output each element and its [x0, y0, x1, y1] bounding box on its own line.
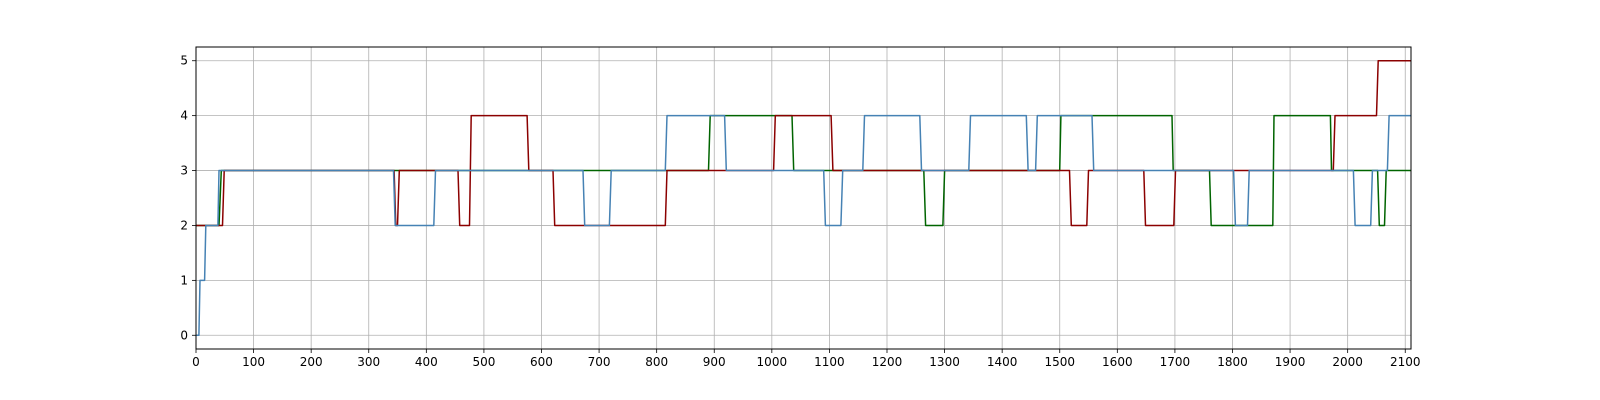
y-tick-label: 1 — [180, 273, 188, 287]
x-tick-label: 300 — [357, 355, 380, 369]
axes-frame — [195, 46, 1412, 350]
x-tick-label: 1500 — [1044, 355, 1075, 369]
y-tick-label: 3 — [180, 164, 188, 178]
x-tick-label: 1800 — [1217, 355, 1248, 369]
x-tick-label: 1000 — [757, 355, 788, 369]
x-tick-label: 1200 — [872, 355, 903, 369]
x-tick-label: 400 — [415, 355, 438, 369]
x-tick-label: 2000 — [1332, 355, 1363, 369]
series-group — [196, 59, 1411, 337]
x-axis-ticks: 0 100 200 300 400 500 600 700 800 900 1000 1100 1200… — [192, 349, 1421, 369]
x-tick-label: 900 — [703, 355, 726, 369]
y-tick-label: 2 — [180, 218, 188, 232]
series-line-3 — [196, 114, 1411, 337]
x-tick-label: 200 — [300, 355, 323, 369]
y-tick-label: 0 — [180, 328, 188, 342]
x-tick-label: 2100 — [1390, 355, 1421, 369]
x-tick-label: 500 — [472, 355, 495, 369]
y-axis-ticks: 0 1 2 3 4 5 — [180, 54, 196, 342]
x-tick-label: 700 — [588, 355, 611, 369]
x-tick-label: 1300 — [929, 355, 960, 369]
x-tick-label: 600 — [530, 355, 553, 369]
plot-frame — [195, 46, 1412, 350]
x-tick-label: 0 — [192, 355, 200, 369]
y-tick-label: 4 — [180, 109, 188, 123]
x-tick-label: 800 — [645, 355, 668, 369]
y-tick-label: 5 — [180, 54, 188, 68]
grid — [195, 47, 1411, 349]
series-line-2 — [196, 59, 1411, 227]
x-tick-label: 1700 — [1160, 355, 1191, 369]
x-tick-label: 1600 — [1102, 355, 1133, 369]
x-tick-label: 1100 — [814, 355, 845, 369]
x-tick-label: 1400 — [987, 355, 1018, 369]
x-tick-label: 1900 — [1275, 355, 1306, 369]
x-tick-label: 100 — [242, 355, 265, 369]
